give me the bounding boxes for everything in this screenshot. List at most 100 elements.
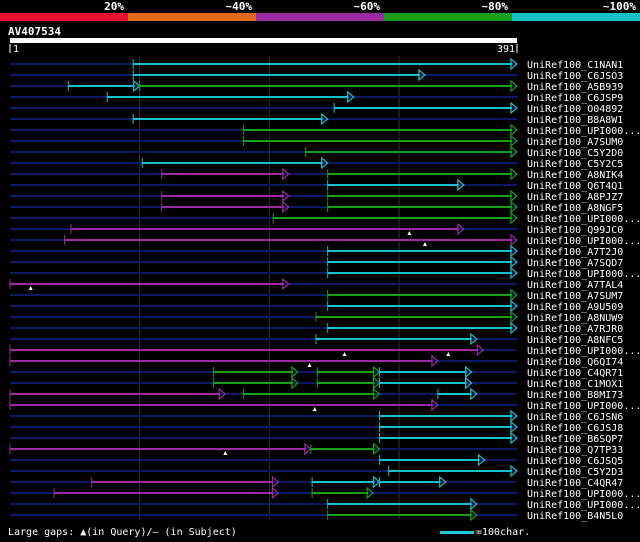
identity-legend-label: ~60% [354, 0, 381, 13]
scale-legend: =100char. [440, 527, 530, 538]
hit-segment-arrow [321, 112, 329, 126]
hit-segment-arrow [321, 156, 329, 170]
hit-label: UniRef100_UPI000... [527, 500, 640, 511]
hit-label: UniRef100_UPI000... [527, 214, 640, 225]
hit-label: UniRef100_UPI000... [527, 401, 640, 412]
hit-label: UniRef100_B4N5L0 [527, 511, 623, 522]
hit-label: UniRef100_A8NUW9 [527, 313, 623, 324]
hit-segment-arrow [282, 189, 290, 203]
hit-label: UniRef100_B6SQP7 [527, 434, 623, 445]
hit-label: UniRef100_Q7TP33 [527, 445, 623, 456]
hit-label: UniRef100_A8NIK4 [527, 170, 623, 181]
hit-label: UniRef100_UPI000... [527, 269, 640, 280]
hit-label: UniRef100_Q6QI74 [527, 357, 623, 368]
gaps-legend: Large gaps: ▲(in Query)/– (in Subject) [8, 527, 237, 538]
hit-segment-arrow [510, 288, 518, 302]
hit-segment-arrow [510, 123, 518, 137]
hit-label: UniRef100_A7TAL4 [527, 280, 623, 291]
hit-segment-arrow [372, 376, 381, 390]
hit-label: UniRef100_A9U509 [527, 302, 623, 313]
hit-segment-arrow [510, 145, 518, 159]
hit-label: UniRef100_C6JSP9 [527, 93, 623, 104]
hit-segment-arrow [418, 68, 426, 82]
identity-legend-swatch [128, 13, 256, 21]
hit-segment-arrow [372, 365, 381, 379]
hit-label: UniRef100_C6JSN6 [527, 412, 623, 423]
identity-legend-label: ~100% [603, 0, 636, 13]
query-ruler [10, 38, 517, 43]
hit-segment-arrow [510, 431, 518, 445]
hit-segment-arrow [477, 453, 486, 467]
hit-label: UniRef100_C1NAN1 [527, 60, 623, 71]
hit-segment-arrow [470, 497, 478, 511]
hit-segment-arrow [291, 376, 299, 390]
hit-label: UniRef100_C6JSQ5 [527, 456, 623, 467]
hit-segment-arrow [457, 178, 465, 192]
query-name: AV407534 [8, 25, 61, 38]
hit-segment-arrow [282, 167, 290, 181]
hit-segment-arrow [510, 310, 518, 324]
hit-segment-arrow [510, 420, 518, 434]
hit-segment-arrow [366, 486, 375, 500]
query-gap-marker [28, 286, 33, 290]
hit-segment-arrow [476, 343, 485, 357]
hit-segment-arrow [510, 255, 518, 269]
hit-label: UniRef100_C5Y2D0 [527, 148, 623, 159]
hit-label: UniRef100_UPI000... [527, 236, 640, 247]
hit-label: UniRef100_C6JSO3 [527, 71, 623, 82]
scale-bar [440, 530, 474, 534]
hit-label: UniRef100_UPI000... [527, 346, 640, 357]
hit-segment-arrow [510, 266, 518, 280]
hit-segment-arrow [510, 409, 518, 423]
scale-legend-label: =100char. [476, 527, 531, 538]
hit-segment-arrow [510, 167, 518, 181]
hit-label: UniRef100_C5Y2D3 [527, 467, 623, 478]
hit-segment-arrow [510, 464, 518, 478]
hit-label: UniRef100_A8NGF5 [527, 203, 623, 214]
hit-label: UniRef100_UPI000... [527, 126, 640, 137]
hit-segment-arrow [510, 299, 518, 313]
query-gap-marker [223, 451, 228, 455]
hit-label: UniRef100_C6JSJ8 [527, 423, 623, 434]
hit-label: UniRef100_C1MOX1 [527, 379, 623, 390]
hit-segment-arrow [465, 376, 473, 390]
identity-legend-swatch [0, 13, 128, 21]
hit-segment-arrow [510, 57, 518, 71]
hit-segment-arrow [510, 233, 518, 247]
hit-segment-arrow [439, 475, 447, 489]
query-gap-marker [312, 407, 317, 411]
hit-segment-arrow [510, 200, 518, 214]
identity-legend-label: ~80% [482, 0, 509, 13]
hit-label: UniRef100_A7T2J0 [527, 247, 623, 258]
hit-label: UniRef100_C4QR47 [527, 478, 623, 489]
hit-segment-arrow [271, 486, 280, 500]
hit-label: UniRef100_Q99JC0 [527, 225, 623, 236]
hit-segment-arrow [372, 442, 381, 456]
hit-segment-arrow [291, 365, 299, 379]
hit-segment-arrow [510, 79, 518, 93]
hit-label: UniRef100_C4QR71 [527, 368, 623, 379]
hit-label: UniRef100_A7SUM0 [527, 137, 623, 148]
hit-label: UniRef100_B8A8W1 [527, 115, 623, 126]
hit-segment-arrow [271, 475, 280, 489]
hit-segment-arrow [470, 332, 478, 346]
hit-label: UniRef100_A7SUM7 [527, 291, 623, 302]
query-gap-marker [407, 231, 412, 235]
identity-legend-label: ~40% [226, 0, 253, 13]
hit-segment-arrow [372, 475, 381, 489]
hit-label: UniRef100_Q6T4Q1 [527, 181, 623, 192]
hit-segment-arrow [510, 134, 518, 148]
hit-segment-arrow [282, 200, 290, 214]
hit-segment-arrow [133, 79, 141, 93]
query-end-label: 391 [497, 44, 515, 55]
hit-label: UniRef100_A5B939 [527, 82, 623, 93]
hit-segment-arrow [510, 211, 518, 225]
hit-segment-arrow [282, 277, 290, 291]
hit-label: UniRef100_O04892 [527, 104, 623, 115]
query-gap-marker [446, 352, 451, 356]
query-gap-marker [307, 363, 312, 367]
identity-legend-swatch [256, 13, 384, 21]
hit-segment-arrow [510, 101, 518, 115]
query-start-label: 1 [13, 44, 19, 55]
